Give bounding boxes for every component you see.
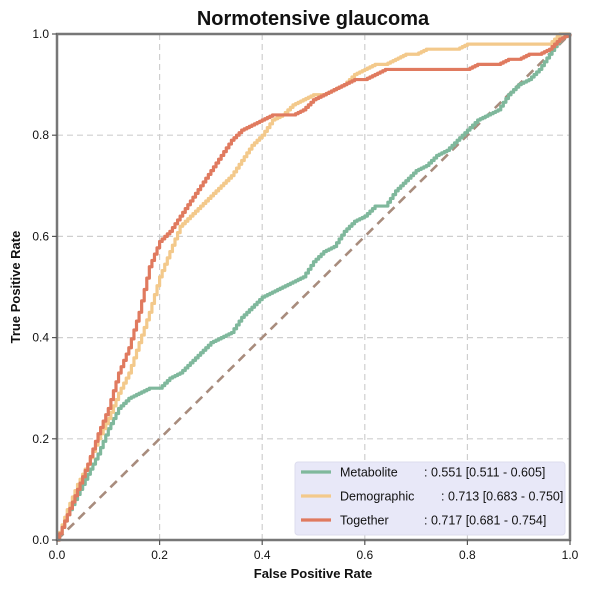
y-tick-label: 1.0 xyxy=(32,27,49,41)
x-axis-title: False Positive Rate xyxy=(254,566,373,581)
x-tick-label: 0.0 xyxy=(49,548,66,562)
x-tick-label: 0.4 xyxy=(254,548,271,562)
legend-items: Metabolite : 0.551 [0.511 - 0.605] Demogra… xyxy=(301,466,563,528)
y-tick-label: 0.0 xyxy=(32,533,49,547)
legend-box xyxy=(294,461,566,536)
y-tick-label: 0.2 xyxy=(32,432,49,446)
y-axis-ticks: 0.0 0.2 0.4 0.6 0.8 1.0 xyxy=(32,27,57,547)
y-axis-title: True Positive Rate xyxy=(8,231,23,344)
chart-title: Normotensive glaucoma xyxy=(197,8,430,30)
roc-curve-metabolite xyxy=(57,33,572,542)
x-tick-label: 0.6 xyxy=(356,548,373,562)
roc-curve-together xyxy=(57,33,572,542)
y-tick-label: 0.4 xyxy=(32,331,49,345)
roc-curve-demographic xyxy=(57,32,570,542)
y-tick-label: 0.8 xyxy=(32,128,49,142)
grid-lines xyxy=(57,34,570,540)
legend-label-together: Together xyxy=(340,514,389,528)
x-tick-label: 0.8 xyxy=(459,548,476,562)
legend-label-metabolite: Metabolite xyxy=(340,466,398,480)
plot-frame xyxy=(55,32,572,542)
legend-stat-metabolite: : 0.551 [0.511 - 0.605] xyxy=(424,466,545,480)
x-axis-ticks: 0.0 0.2 0.4 0.6 0.8 1.0 xyxy=(49,540,579,562)
legend-stat-demographic: : 0.713 [0.683 - 0.750] xyxy=(441,490,563,504)
x-tick-label: 0.2 xyxy=(151,548,168,562)
legend: Metabolite : 0.551 [0.511 - 0.605] Demogra… xyxy=(294,461,566,536)
y-tick-label: 0.6 xyxy=(32,229,49,243)
legend-label-demographic: Demographic xyxy=(340,490,414,504)
roc-curves xyxy=(57,32,572,542)
x-tick-label: 1.0 xyxy=(562,548,579,562)
legend-stat-together: : 0.717 [0.681 - 0.754] xyxy=(424,514,546,528)
